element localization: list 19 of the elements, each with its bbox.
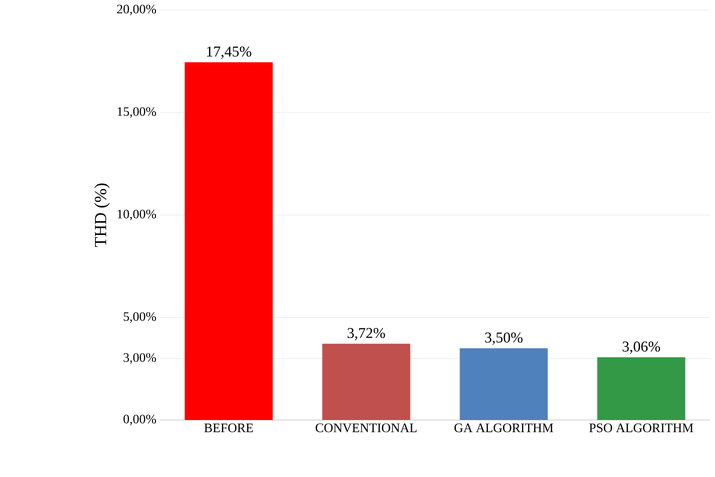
data-label: 17,45%	[207, 46, 252, 59]
data-label: 3,50%	[485, 332, 523, 345]
bar	[460, 348, 548, 420]
bar	[322, 344, 410, 420]
x-tick-label: BEFORE	[204, 424, 253, 432]
y-tick-label: 10,00%	[118, 210, 156, 220]
y-tick-label: 0,00%	[124, 414, 156, 426]
x-tick-label: PSO ALGORITHM	[589, 424, 694, 432]
y-tick-label: 3,00%	[124, 353, 156, 364]
bar	[597, 357, 686, 420]
data-label: 3,72%	[348, 328, 386, 340]
x-tick-label: GA ALGORITHM	[454, 424, 554, 432]
y-tick-label: 5,00%	[124, 312, 156, 323]
bar	[184, 62, 273, 420]
x-tick-label: CONVENTIONAL	[316, 424, 417, 432]
y-tick-label: 15,00%	[118, 107, 156, 118]
data-label: 3,06%	[622, 342, 660, 354]
y-axis-title: THD (%)	[94, 184, 110, 247]
y-tick-label: 20,00%	[117, 4, 156, 16]
